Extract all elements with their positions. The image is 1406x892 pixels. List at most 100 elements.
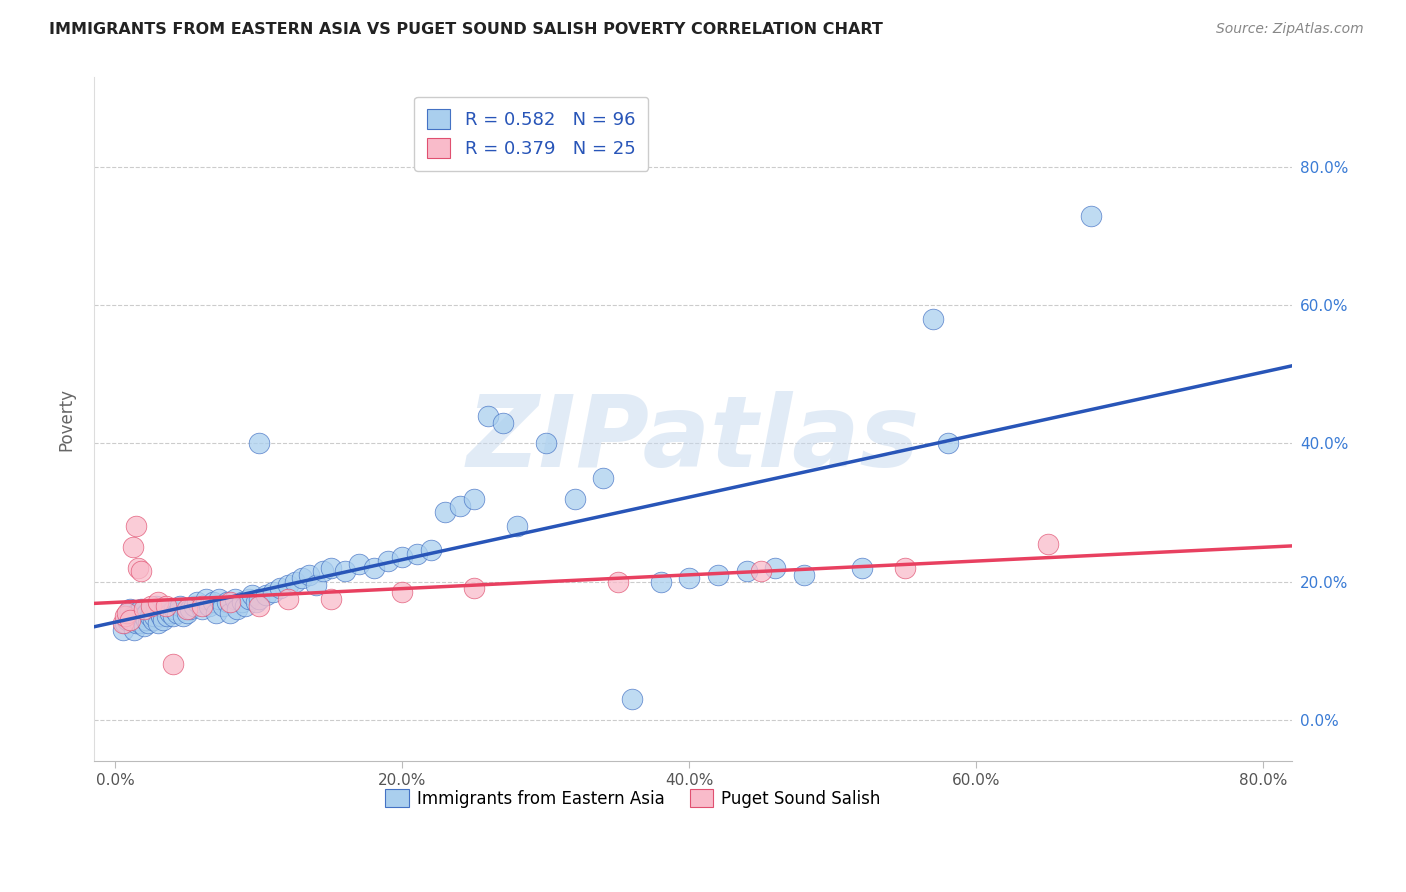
- Point: [363, 560, 385, 574]
- Point: [125, 609, 148, 624]
- Point: [141, 599, 163, 613]
- Point: [477, 409, 499, 423]
- Point: [129, 602, 152, 616]
- Point: [678, 571, 700, 585]
- Point: [183, 599, 205, 613]
- Point: [143, 609, 166, 624]
- Point: [922, 312, 945, 326]
- Point: [217, 595, 239, 609]
- Point: [449, 499, 471, 513]
- Point: [377, 554, 399, 568]
- Point: [219, 595, 242, 609]
- Point: [186, 595, 208, 609]
- Point: [150, 609, 173, 624]
- Point: [219, 606, 242, 620]
- Point: [111, 615, 134, 630]
- Point: [231, 595, 253, 609]
- Point: [650, 574, 672, 589]
- Point: [534, 436, 557, 450]
- Point: [162, 657, 184, 672]
- Point: [319, 591, 342, 606]
- Point: [155, 599, 177, 613]
- Point: [142, 613, 165, 627]
- Point: [463, 491, 485, 506]
- Point: [145, 599, 167, 613]
- Point: [245, 595, 267, 609]
- Point: [124, 615, 146, 630]
- Point: [121, 540, 143, 554]
- Point: [179, 602, 201, 616]
- Point: [391, 550, 413, 565]
- Point: [240, 588, 263, 602]
- Point: [291, 571, 314, 585]
- Legend: Immigrants from Eastern Asia, Puget Sound Salish: Immigrants from Eastern Asia, Puget Soun…: [378, 782, 887, 814]
- Point: [277, 591, 299, 606]
- Point: [122, 623, 145, 637]
- Point: [851, 560, 873, 574]
- Point: [269, 582, 291, 596]
- Point: [155, 602, 177, 616]
- Point: [391, 585, 413, 599]
- Point: [148, 615, 170, 630]
- Point: [128, 615, 150, 630]
- Text: Source: ZipAtlas.com: Source: ZipAtlas.com: [1216, 22, 1364, 37]
- Point: [162, 609, 184, 624]
- Point: [254, 588, 277, 602]
- Point: [506, 519, 529, 533]
- Point: [148, 595, 170, 609]
- Point: [127, 613, 149, 627]
- Y-axis label: Poverty: Poverty: [58, 388, 75, 450]
- Point: [111, 623, 134, 637]
- Point: [176, 606, 198, 620]
- Point: [166, 606, 188, 620]
- Point: [208, 591, 231, 606]
- Point: [115, 606, 138, 620]
- Point: [707, 567, 730, 582]
- Point: [141, 602, 163, 616]
- Point: [190, 602, 212, 616]
- Point: [202, 595, 225, 609]
- Point: [298, 567, 321, 582]
- Point: [893, 560, 915, 574]
- Point: [224, 591, 246, 606]
- Point: [463, 582, 485, 596]
- Point: [205, 606, 228, 620]
- Point: [936, 436, 959, 450]
- Point: [349, 558, 371, 572]
- Point: [233, 599, 256, 613]
- Point: [1036, 536, 1059, 550]
- Point: [333, 564, 356, 578]
- Point: [247, 436, 270, 450]
- Point: [125, 606, 148, 620]
- Point: [114, 615, 136, 630]
- Point: [134, 609, 156, 624]
- Point: [156, 609, 179, 624]
- Point: [194, 591, 217, 606]
- Point: [114, 609, 136, 624]
- Text: ZIPatlas: ZIPatlas: [467, 392, 920, 488]
- Point: [129, 564, 152, 578]
- Point: [606, 574, 628, 589]
- Point: [118, 606, 141, 620]
- Point: [152, 613, 174, 627]
- Point: [405, 547, 427, 561]
- Point: [793, 567, 815, 582]
- Point: [135, 613, 157, 627]
- Point: [749, 564, 772, 578]
- Point: [262, 585, 284, 599]
- Point: [238, 591, 260, 606]
- Point: [312, 564, 335, 578]
- Point: [117, 609, 139, 624]
- Point: [592, 471, 614, 485]
- Point: [136, 606, 159, 620]
- Point: [212, 599, 235, 613]
- Point: [1080, 209, 1102, 223]
- Point: [247, 591, 270, 606]
- Point: [149, 606, 172, 620]
- Text: IMMIGRANTS FROM EASTERN ASIA VS PUGET SOUND SALISH POVERTY CORRELATION CHART: IMMIGRANTS FROM EASTERN ASIA VS PUGET SO…: [49, 22, 883, 37]
- Point: [127, 560, 149, 574]
- Point: [169, 599, 191, 613]
- Point: [319, 560, 342, 574]
- Point: [134, 619, 156, 633]
- Point: [620, 692, 643, 706]
